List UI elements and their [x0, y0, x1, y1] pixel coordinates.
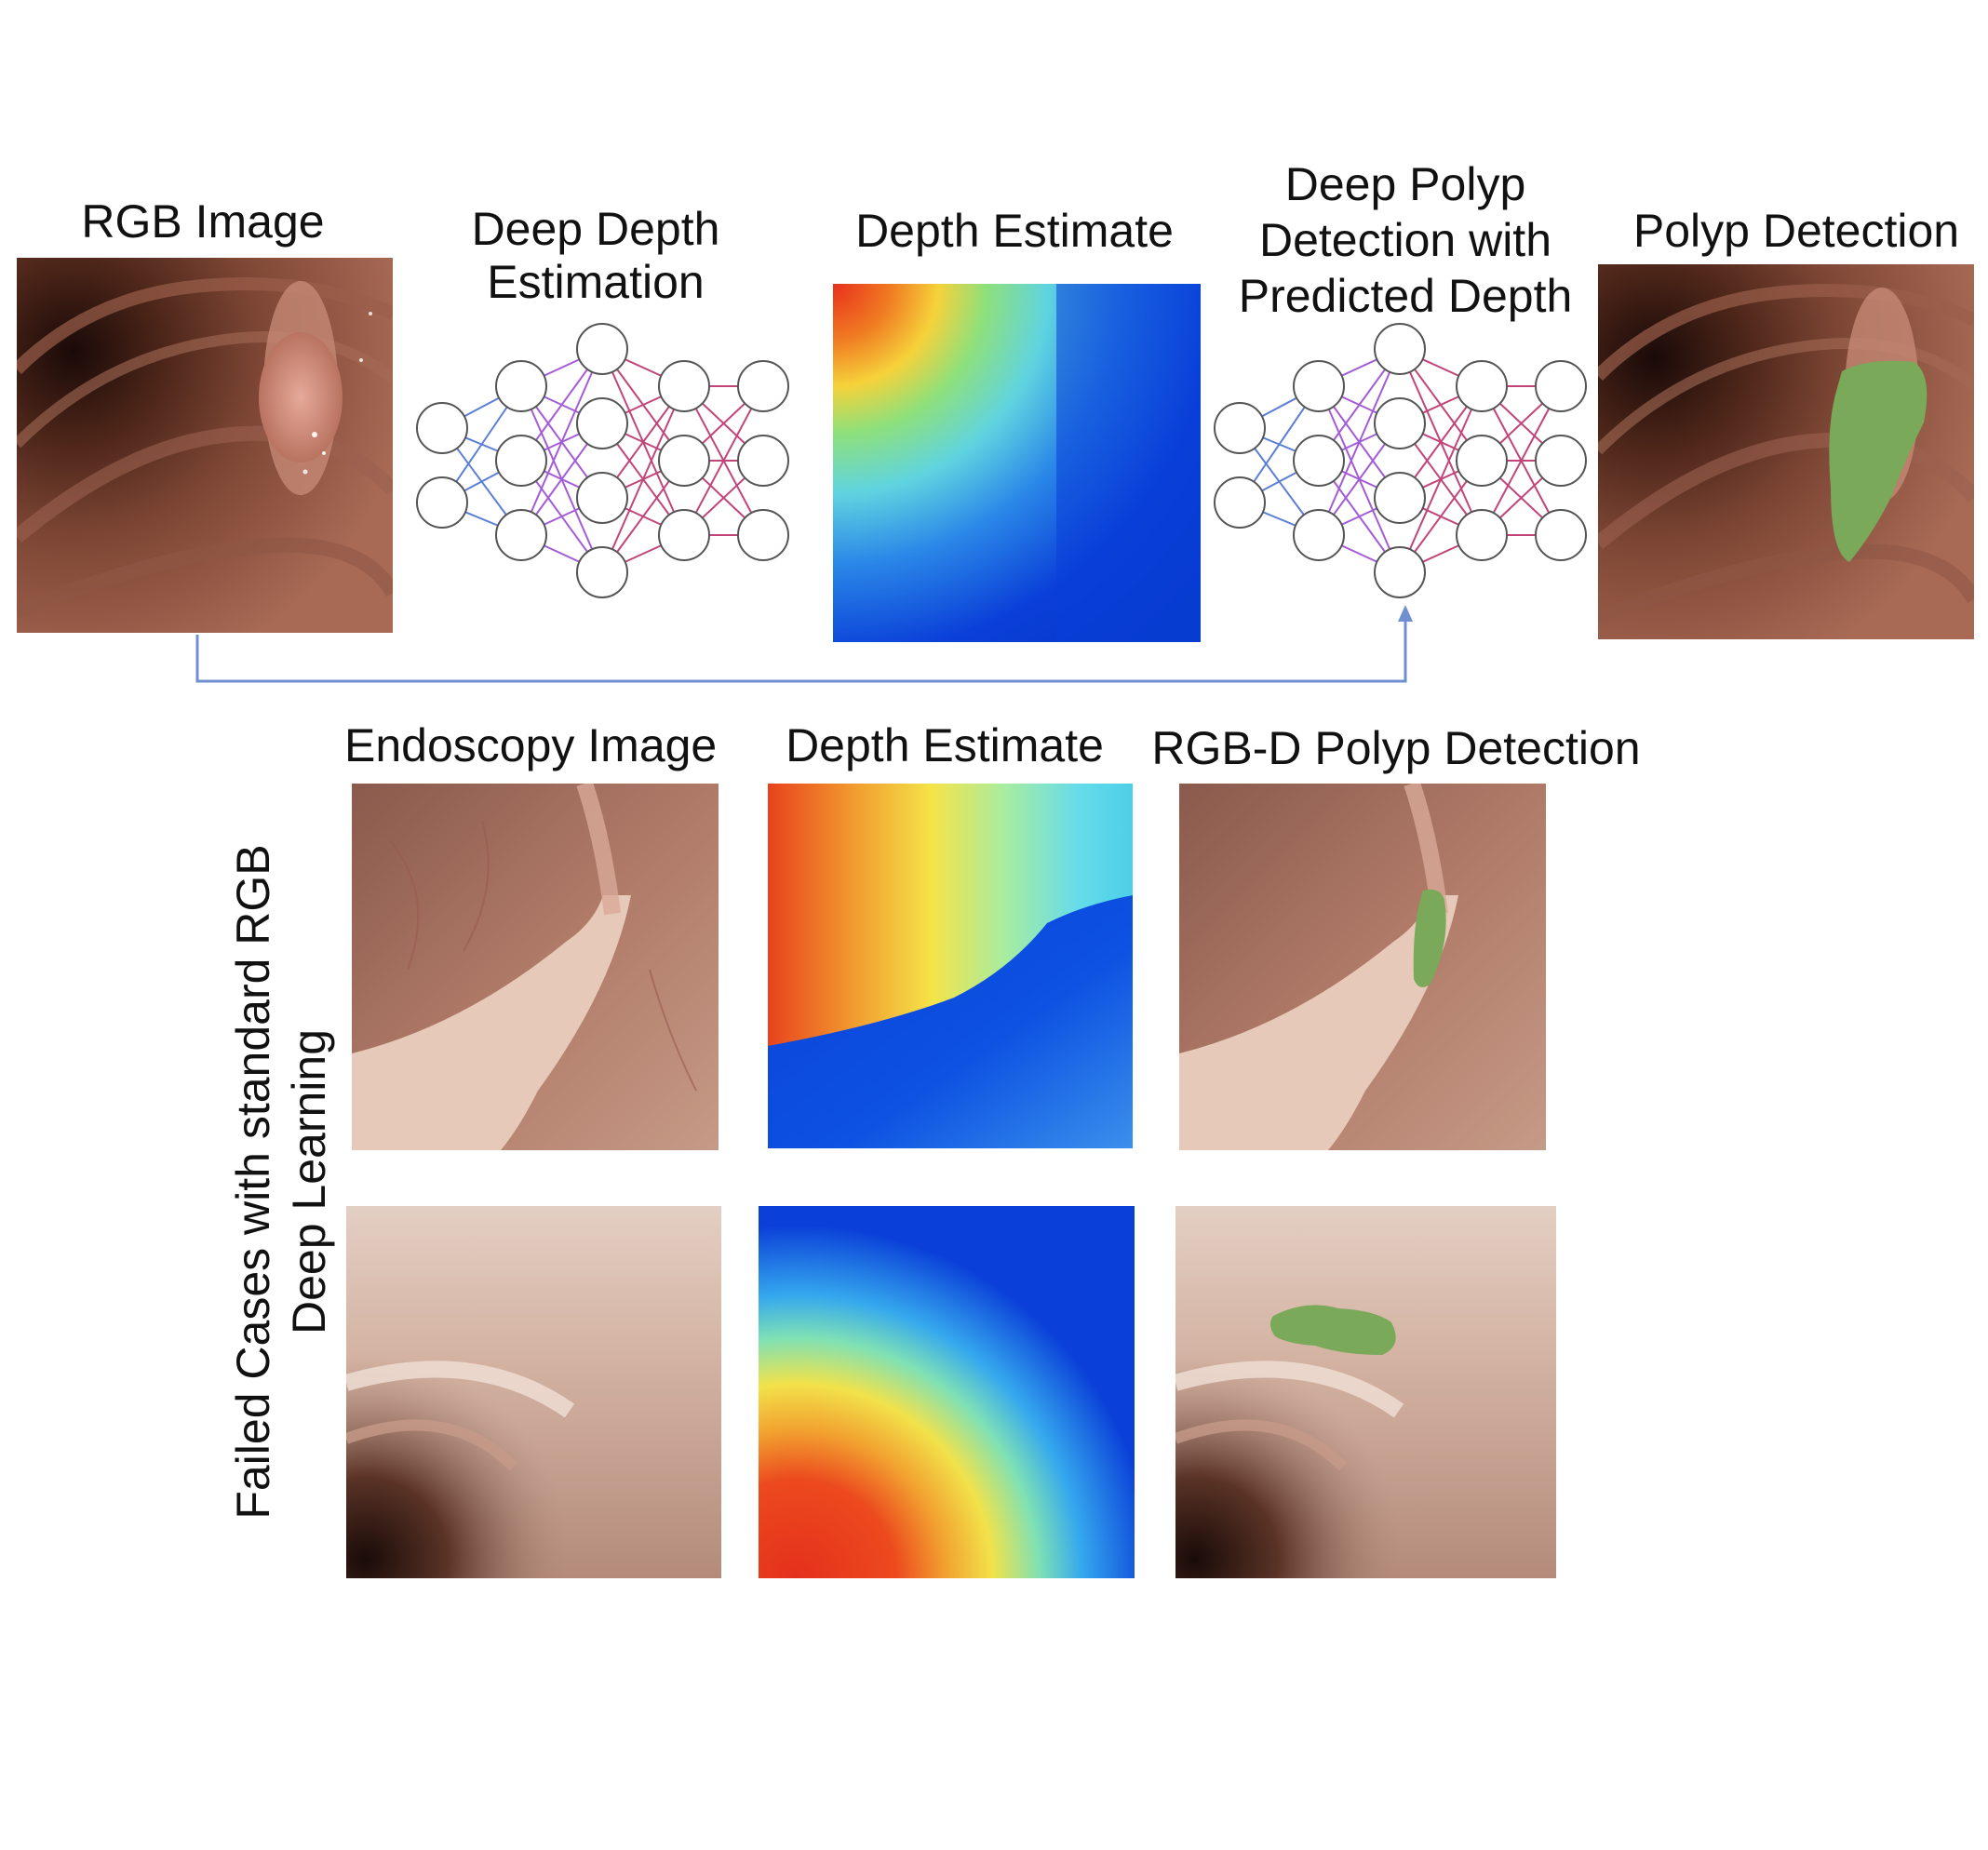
deep-polyp-detection-line-3: Predicted Depth — [1238, 270, 1573, 322]
example1-depth-estimate — [768, 784, 1133, 1148]
polyp-detection-image — [1598, 264, 1974, 639]
rgbd-polyp-detection-label: RGB-D Polyp Detection — [1151, 722, 1641, 774]
example2-endoscopy-image — [346, 1206, 721, 1578]
deep-depth-estimation-line-2: Estimation — [487, 256, 705, 308]
rgb-image — [17, 258, 393, 633]
example1-rgbd-detection — [1179, 784, 1546, 1150]
deep-depth-estimation-label: Deep Depth Estimation — [410, 203, 782, 309]
depth-estimate-label-bottom: Depth Estimate — [786, 719, 1104, 771]
depth-network-diagram — [414, 321, 796, 605]
failed-cases-line-2: Deep Learning — [283, 1028, 335, 1335]
deep-polyp-detection-line-2: Detection with — [1258, 214, 1552, 266]
deep-depth-estimation-line-1: Deep Depth — [471, 203, 720, 255]
rgb-image-label: RGB Image — [81, 195, 325, 248]
polyp-detection-label: Polyp Detection — [1632, 205, 1960, 257]
polyp-network-diagram — [1212, 321, 1593, 605]
polyp-mask — [1829, 360, 1928, 562]
deep-polyp-detection-line-1: Deep Polyp — [1284, 158, 1526, 210]
failed-cases-line-1: Failed Cases with standard RGB — [227, 844, 279, 1520]
example2-polyp-mask — [1269, 1305, 1396, 1355]
depth-estimate-map-top — [833, 284, 1201, 642]
depth-estimate-label-top: Depth Estimate — [855, 205, 1174, 257]
example1-endoscopy-image — [352, 784, 719, 1150]
failed-cases-caption: Failed Cases with standard RGB Deep Lear… — [225, 763, 337, 1601]
deep-polyp-detection-label: Deep Polyp Detection with Predicted Dept… — [1210, 156, 1601, 324]
example1-polyp-mask — [1413, 889, 1446, 987]
endoscopy-image-label: Endoscopy Image — [344, 719, 718, 771]
example2-depth-estimate — [759, 1206, 1135, 1578]
example2-rgbd-detection — [1175, 1206, 1556, 1578]
